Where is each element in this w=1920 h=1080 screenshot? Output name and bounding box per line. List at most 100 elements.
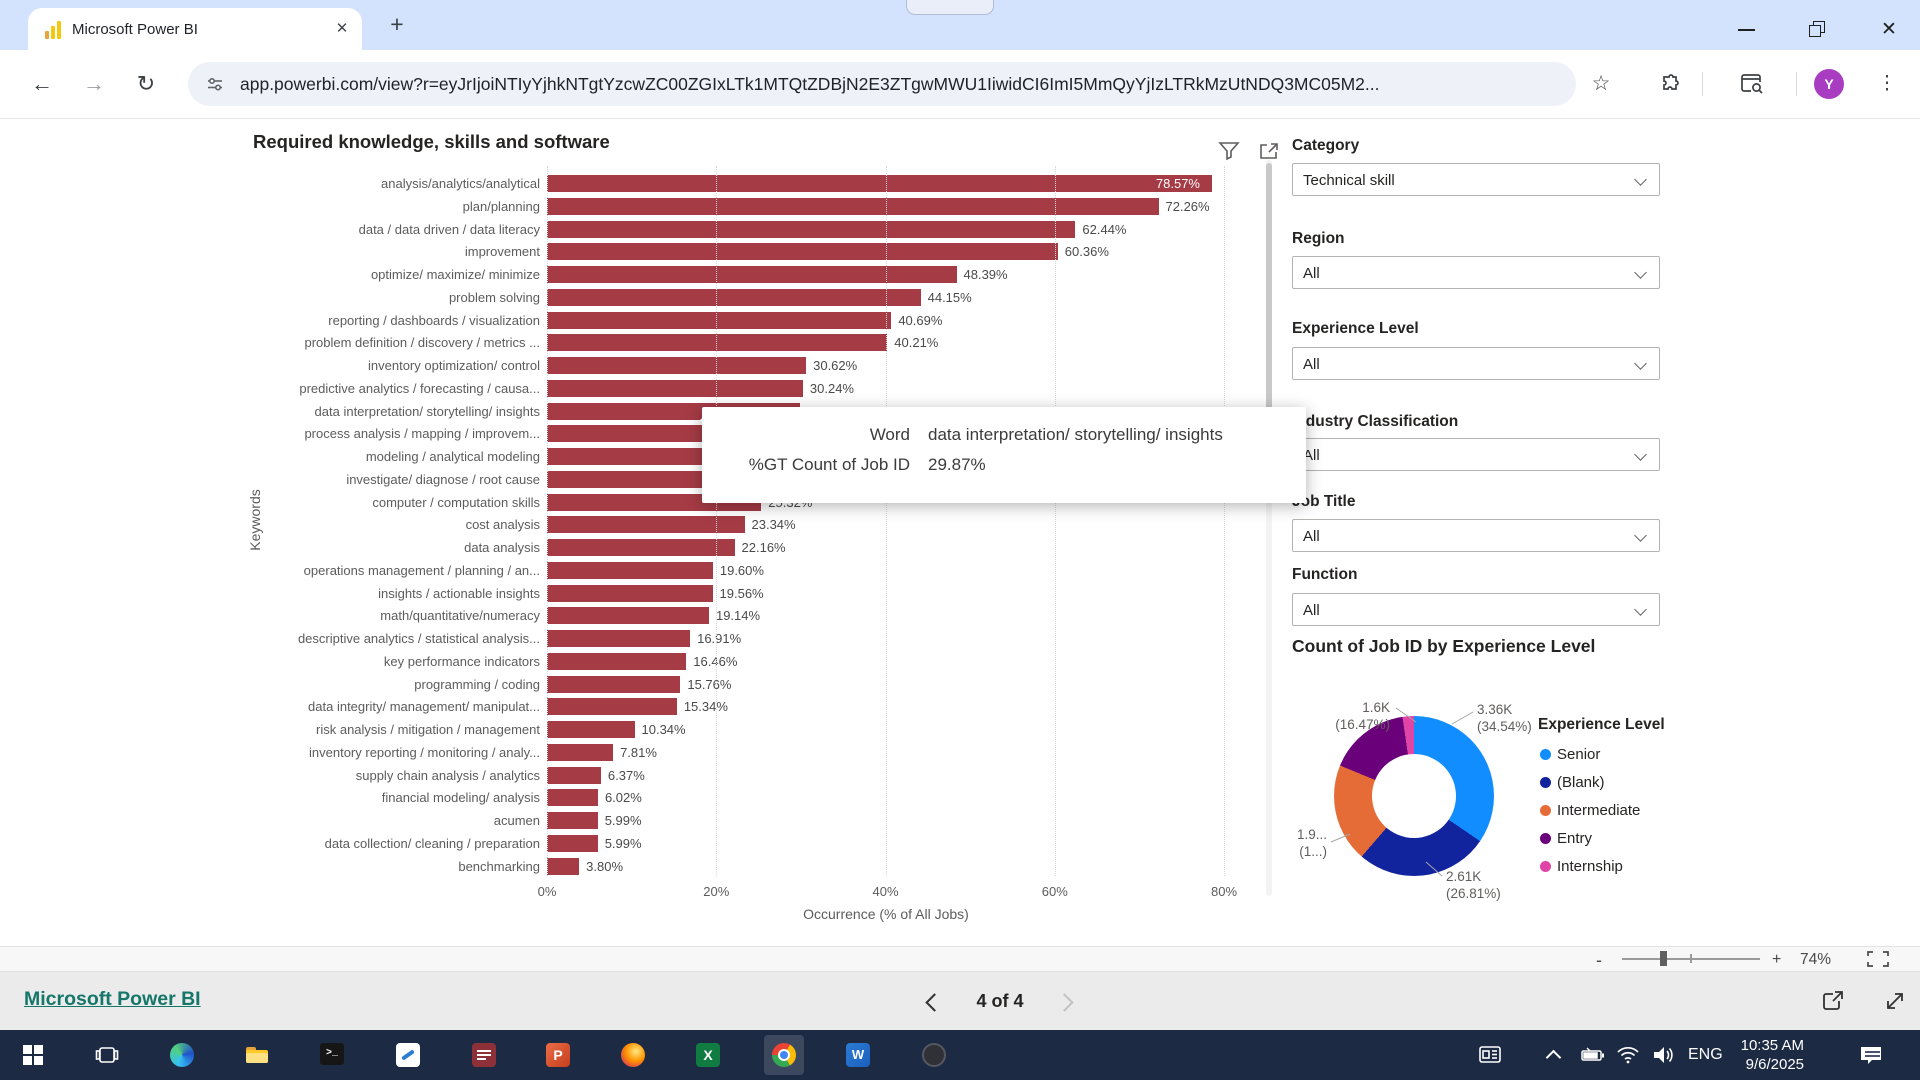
site-info-icon[interactable] (206, 75, 224, 93)
extensions-icon[interactable] (1660, 74, 1682, 96)
bar-category-label[interactable]: operations management / planning / an... (303, 562, 540, 578)
bar-category-label[interactable]: improvement (464, 244, 540, 260)
command-prompt-icon[interactable]: >_ (320, 1043, 344, 1067)
bar-category-label[interactable]: predictive analytics / forecasting / cau… (299, 380, 540, 396)
bar-category-label[interactable]: data interpretation/ storytelling/ insig… (314, 403, 540, 419)
bar[interactable] (547, 516, 745, 534)
firefox-icon[interactable] (621, 1043, 645, 1067)
bar-category-label[interactable]: process analysis / mapping / improvem... (304, 426, 540, 442)
bar-category-label[interactable]: math/quantitative/numeracy (380, 608, 540, 624)
bar[interactable] (547, 630, 691, 647)
powerbi-brand-link[interactable]: Microsoft Power BI (24, 988, 201, 1010)
window-restore-button[interactable] (1809, 21, 1825, 37)
bar-category-label[interactable]: inventory optimization/ control (368, 358, 540, 373)
bar-category-label[interactable]: insights / actionable insights (378, 585, 540, 601)
bar[interactable] (547, 288, 921, 306)
zoom-slider-handle[interactable] (1660, 951, 1667, 966)
powerpoint-icon[interactable]: P (546, 1043, 570, 1067)
bar-category-label[interactable]: supply chain analysis / analytics (355, 767, 540, 783)
zoom-in-icon[interactable]: + (1772, 951, 1782, 968)
bar[interactable] (547, 812, 598, 829)
bar[interactable] (547, 766, 601, 784)
bar[interactable] (547, 379, 803, 397)
bar[interactable] (547, 539, 735, 556)
bar-category-label[interactable]: financial modeling/ analysis (381, 790, 540, 806)
chart-scrollbar-thumb[interactable] (1266, 163, 1272, 480)
excel-icon[interactable]: X (696, 1043, 720, 1067)
unknown-app-icon-3[interactable] (922, 1043, 946, 1067)
focus-mode-icon[interactable] (1258, 141, 1280, 161)
legend-item-entry[interactable]: Entry (1557, 830, 1593, 847)
clock-date[interactable]: 9/6/2025 (1745, 1056, 1804, 1073)
filter-dropdown-function[interactable]: All (1292, 593, 1660, 626)
bookmark-star-icon[interactable]: ☆ (1591, 72, 1611, 95)
donut-chart[interactable] (1334, 716, 1494, 876)
bar[interactable] (547, 243, 1058, 261)
bar-category-label[interactable]: benchmarking (458, 858, 540, 874)
filter-dropdown-industry-classification[interactable]: All (1292, 438, 1660, 471)
search-tabs-icon[interactable] (1740, 73, 1764, 95)
bar-category-label[interactable]: key performance indicators (383, 653, 540, 669)
share-icon[interactable] (1820, 988, 1846, 1014)
bar[interactable] (547, 652, 687, 670)
notification-center-icon[interactable] (1858, 1043, 1882, 1067)
bar-category-label[interactable]: risk analysis / mitigation / management (316, 722, 540, 737)
reload-icon[interactable]: ↻ (136, 71, 156, 96)
unknown-app-icon-2[interactable] (472, 1043, 496, 1067)
bar-category-label[interactable]: reporting / dashboards / visualization (328, 312, 540, 328)
bar-category-label[interactable]: problem definition / discovery / metrics… (304, 335, 540, 351)
bar[interactable] (547, 743, 614, 761)
url-text[interactable]: app.powerbi.com/view?r=eyJrIjoiNTIyYjhkN… (240, 74, 1380, 94)
file-explorer-icon[interactable] (245, 1043, 269, 1067)
bar[interactable] (547, 789, 598, 807)
clock-time[interactable]: 10:35 AM (1740, 1037, 1804, 1054)
zoom-out-icon[interactable]: - (1596, 950, 1602, 970)
filter-dropdown-category[interactable]: Technical skill (1292, 163, 1660, 196)
bar[interactable] (547, 607, 709, 625)
new-tab-button[interactable]: + (390, 11, 404, 37)
bar[interactable] (547, 357, 807, 374)
forward-icon[interactable]: → (83, 71, 105, 96)
language-indicator[interactable]: ENG (1688, 1046, 1723, 1063)
bar[interactable] (547, 220, 1076, 238)
bar-category-label[interactable]: inventory reporting / monitoring / analy… (309, 744, 540, 760)
tab-close-icon[interactable]: ✕ (335, 20, 349, 37)
bar[interactable] (547, 857, 580, 875)
widgets-icon[interactable] (1478, 1043, 1502, 1067)
bar[interactable] (547, 175, 1212, 192)
bar-category-label[interactable]: plan/planning (462, 198, 540, 214)
bar[interactable] (547, 266, 957, 283)
bar-category-label[interactable]: data collection/ cleaning / preparation (324, 835, 540, 851)
filter-dropdown-region[interactable]: All (1292, 256, 1660, 289)
chart-scrollbar-track[interactable] (1266, 160, 1272, 896)
bar[interactable] (547, 311, 892, 329)
bar-category-label[interactable]: analysis/analytics/analytical (381, 176, 540, 191)
window-minimize-button[interactable] (1738, 29, 1755, 31)
legend-item-senior[interactable]: Senior (1557, 746, 1601, 763)
window-close-button[interactable]: ✕ (1881, 19, 1897, 40)
bar-category-label[interactable]: acumen (493, 813, 540, 828)
bar-category-label[interactable]: descriptive analytics / statistical anal… (297, 631, 540, 646)
bar[interactable] (547, 584, 713, 602)
bar[interactable] (547, 197, 1159, 215)
bar-category-label[interactable]: programming / coding (414, 676, 540, 692)
bar-category-label[interactable]: modeling / analytical modeling (365, 449, 540, 464)
legend-item-intermediate[interactable]: Intermediate (1557, 802, 1641, 819)
bar[interactable] (547, 698, 677, 716)
bar-category-label[interactable]: data / data driven / data literacy (358, 221, 540, 237)
word-icon[interactable]: W (846, 1043, 870, 1067)
bar[interactable] (547, 834, 598, 852)
bar-category-label[interactable]: data analysis (464, 540, 540, 555)
filter-dropdown-job-title[interactable]: All (1292, 519, 1660, 552)
fullscreen-icon[interactable] (1882, 988, 1908, 1014)
bar[interactable] (547, 721, 635, 738)
bar[interactable] (547, 561, 713, 579)
bar-category-label[interactable]: investigate/ diagnose / root cause (346, 471, 540, 487)
start-button-icon[interactable] (21, 1043, 45, 1067)
filter-icon[interactable] (1218, 141, 1240, 161)
chrome-icon[interactable] (772, 1043, 796, 1067)
bar-category-label[interactable]: data integrity/ management/ manipulat... (308, 699, 540, 715)
legend-item-internship[interactable]: Internship (1557, 858, 1623, 875)
bar-category-label[interactable]: optimize/ maximize/ minimize (370, 267, 540, 282)
browser-tab[interactable]: Microsoft Power BI ✕ (28, 8, 362, 50)
